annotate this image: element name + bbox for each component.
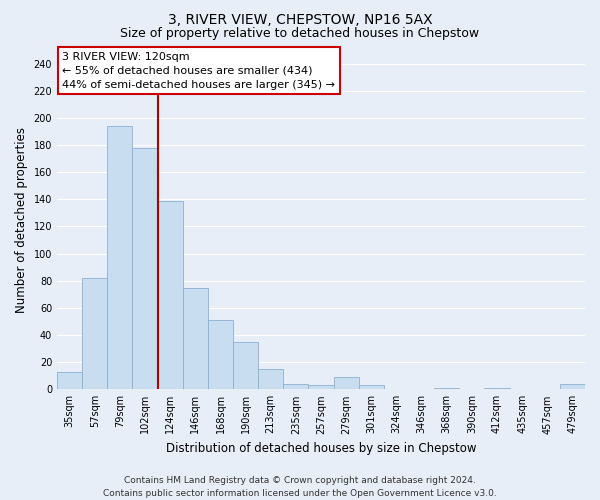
Bar xyxy=(258,369,283,390)
X-axis label: Distribution of detached houses by size in Chepstow: Distribution of detached houses by size … xyxy=(166,442,476,455)
Bar xyxy=(434,388,459,390)
Bar xyxy=(359,385,384,390)
Bar xyxy=(82,278,107,390)
Bar xyxy=(484,388,509,390)
Bar xyxy=(233,342,258,390)
Text: Size of property relative to detached houses in Chepstow: Size of property relative to detached ho… xyxy=(121,28,479,40)
Bar xyxy=(57,372,82,390)
Bar xyxy=(107,126,133,390)
Bar xyxy=(283,384,308,390)
Y-axis label: Number of detached properties: Number of detached properties xyxy=(15,126,28,312)
Bar xyxy=(133,148,158,390)
Text: 3, RIVER VIEW, CHEPSTOW, NP16 5AX: 3, RIVER VIEW, CHEPSTOW, NP16 5AX xyxy=(167,12,433,26)
Bar xyxy=(308,385,334,390)
Text: 3 RIVER VIEW: 120sqm
← 55% of detached houses are smaller (434)
44% of semi-deta: 3 RIVER VIEW: 120sqm ← 55% of detached h… xyxy=(62,52,335,90)
Bar xyxy=(183,288,208,390)
Text: Contains HM Land Registry data © Crown copyright and database right 2024.
Contai: Contains HM Land Registry data © Crown c… xyxy=(103,476,497,498)
Bar xyxy=(208,320,233,390)
Bar xyxy=(560,384,585,390)
Bar xyxy=(158,200,183,390)
Bar xyxy=(334,377,359,390)
